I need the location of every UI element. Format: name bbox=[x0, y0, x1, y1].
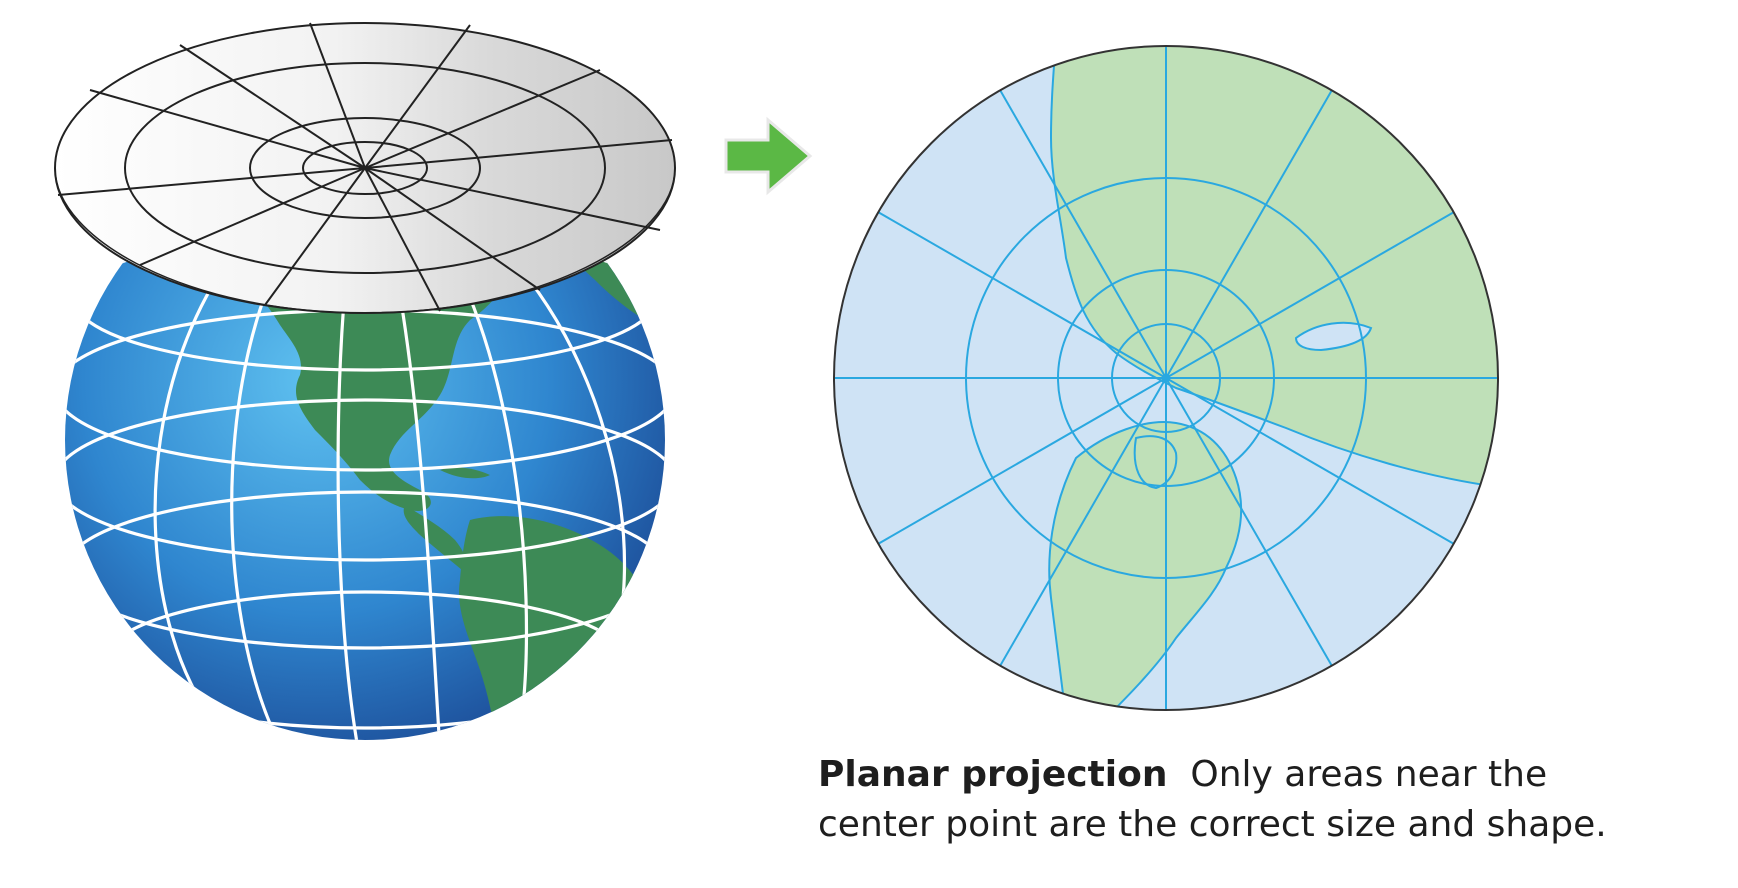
figure-caption: Planar projection Only areas near the ce… bbox=[818, 750, 1718, 850]
caption-title: Planar projection bbox=[818, 754, 1168, 795]
projection-plane bbox=[54, 22, 676, 314]
planar-projection-map bbox=[833, 45, 1499, 711]
map-border bbox=[833, 45, 1499, 711]
caption-text-line2: center point are the correct size and sh… bbox=[818, 804, 1607, 845]
caption-text-line1: Only areas near the bbox=[1190, 754, 1548, 795]
map-center-point bbox=[1162, 374, 1170, 382]
right-arrow-icon bbox=[724, 116, 813, 196]
globe-with-projection-plane bbox=[54, 22, 676, 740]
plane-grid bbox=[57, 22, 673, 312]
